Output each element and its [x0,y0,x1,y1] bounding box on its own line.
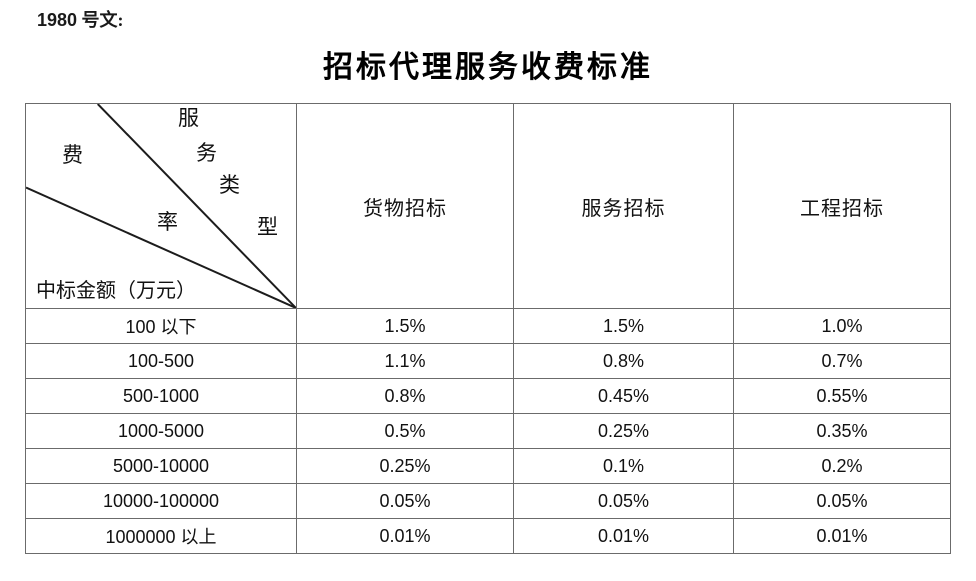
goods-rate-cell: 0.5% [296,413,514,449]
page-title: 招标代理服务收费标准 [323,51,653,84]
works-rate-cell: 0.7% [733,343,951,379]
table-row: 500-1000 0.8% 0.45% 0.55% [25,378,951,414]
service-type-label-char: 务 [196,141,217,165]
doc-reference: 1980 号文: [37,6,124,32]
diagonal-header-cell: 服 务 类 型 费 率 中标金额（万元） [25,103,297,309]
goods-rate-cell: 0.8% [296,378,514,414]
table-row: 10000-100000 0.05% 0.05% 0.05% [25,483,951,519]
column-header-services: 服务招标 [513,103,734,309]
column-header-works: 工程招标 [733,103,951,309]
doc-reference-suffix: 号文: [77,10,124,30]
works-rate-cell: 0.2% [733,448,951,484]
works-rate-cell: 0.01% [733,518,951,554]
amount-range-cell: 100-500 [25,343,297,379]
services-rate-cell: 0.45% [513,378,734,414]
service-type-label-char: 类 [219,173,240,197]
goods-rate-cell: 1.5% [296,308,514,344]
goods-rate-cell: 0.05% [296,483,514,519]
works-rate-cell: 0.05% [733,483,951,519]
service-type-label-char: 服 [178,106,199,130]
amount-axis-label: 中标金额（万元） [36,280,196,302]
table-row: 100 以下 1.5% 1.5% 1.0% [25,308,951,344]
services-rate-cell: 1.5% [513,308,734,344]
services-rate-cell: 0.8% [513,343,734,379]
table-row: 1000-5000 0.5% 0.25% 0.35% [25,413,951,449]
rate-label-char: 率 [157,210,178,234]
service-type-label-char: 型 [257,215,278,239]
goods-rate-cell: 1.1% [296,343,514,379]
works-rate-cell: 1.0% [733,308,951,344]
services-rate-cell: 0.01% [513,518,734,554]
works-rate-cell: 0.35% [733,413,951,449]
services-rate-cell: 0.05% [513,483,734,519]
column-header-goods: 货物招标 [296,103,514,309]
fee-standard-table: 服 务 类 型 费 率 中标金额（万元） 货物招标 服务招标 工程招标 100 … [25,103,951,554]
diagonal-divider-lines [26,104,296,308]
amount-range-cell: 5000-10000 [25,448,297,484]
amount-range-cell: 1000-5000 [25,413,297,449]
rate-label-char: 费 [62,143,83,167]
amount-range-cell: 1000000 以上 [25,518,297,554]
services-rate-cell: 0.25% [513,413,734,449]
goods-rate-cell: 0.25% [296,448,514,484]
amount-range-cell: 100 以下 [25,308,297,344]
amount-range-cell: 500-1000 [25,378,297,414]
table-row: 5000-10000 0.25% 0.1% 0.2% [25,448,951,484]
goods-rate-cell: 0.01% [296,518,514,554]
services-rate-cell: 0.1% [513,448,734,484]
table-header-row: 服 务 类 型 费 率 中标金额（万元） 货物招标 服务招标 工程招标 [25,103,951,309]
works-rate-cell: 0.55% [733,378,951,414]
diagonal-header-content: 服 务 类 型 费 率 中标金额（万元） [26,104,296,308]
doc-reference-number: 1980 [37,10,78,30]
table-row: 100-500 1.1% 0.8% 0.7% [25,343,951,379]
amount-range-cell: 10000-100000 [25,483,297,519]
table-row: 1000000 以上 0.01% 0.01% 0.01% [25,518,951,554]
